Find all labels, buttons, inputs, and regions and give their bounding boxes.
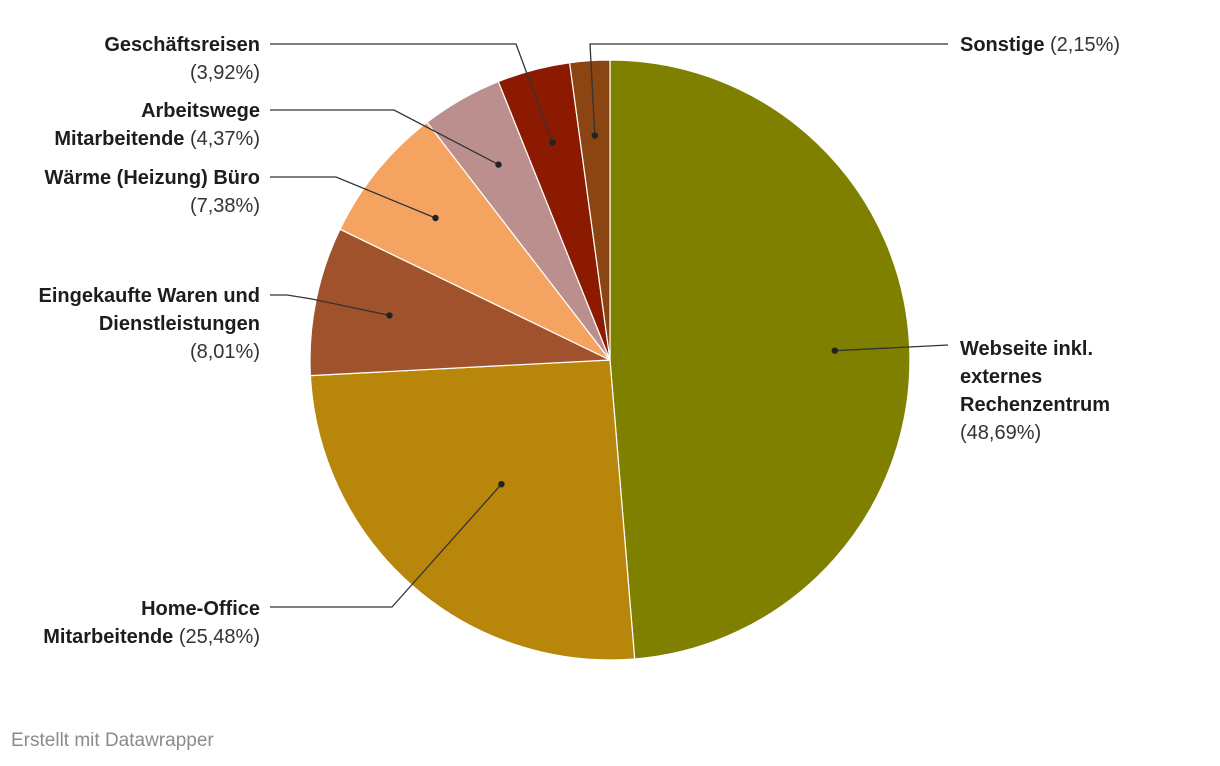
leader-line bbox=[834, 344, 949, 352]
leader-line bbox=[270, 43, 554, 143]
pie-slice-sonstige bbox=[568, 59, 611, 361]
leader-dot bbox=[386, 312, 393, 319]
leader-line bbox=[589, 43, 948, 136]
pie-slice-webseite-inkl-externes-rechenzentrum bbox=[609, 59, 911, 660]
leader-dot bbox=[591, 132, 598, 139]
leader-dot bbox=[498, 481, 505, 488]
leader-dot bbox=[495, 161, 502, 168]
leader-line bbox=[270, 483, 502, 608]
slice-label-webseite-inkl-externes-rechenzentrum: Webseite inkl. externes Rechenzentrum (48,6… bbox=[960, 338, 1110, 444]
slice-label-geschaeftsreisen: Geschäftsreisen (3,92%) bbox=[104, 34, 260, 84]
leader-dot bbox=[549, 139, 556, 146]
leader-line bbox=[270, 176, 436, 219]
leader-dot bbox=[831, 347, 838, 354]
leader-dot bbox=[432, 214, 439, 222]
pie-slice-eingekaufte-waren-und-dienstleistungen bbox=[309, 228, 611, 377]
leader-line bbox=[270, 109, 499, 166]
slice-label-arbeitswege-mitarbeitende: Arbeitswege Mitarbeitende (4,37%) bbox=[54, 100, 260, 150]
leader-line bbox=[270, 294, 390, 317]
footer-credit: Erstellt mit Datawrapper bbox=[11, 730, 214, 751]
slice-label-eingekaufte-waren-und-dienstleistungen: Eingekaufte Waren und Dienstleistungen (8,… bbox=[38, 285, 260, 363]
slice-label-home-office-mitarbeitende: Home-Office Mitarbeitende (25,48%) bbox=[43, 598, 260, 648]
pie-slice-home-office-mitarbeitende bbox=[309, 359, 636, 661]
slice-label-waerme-heizung-buero: Wärme (Heizung) Büro (7,38%) bbox=[44, 167, 260, 217]
slice-label-sonstige: Sonstige (2,15%) bbox=[960, 34, 1120, 56]
